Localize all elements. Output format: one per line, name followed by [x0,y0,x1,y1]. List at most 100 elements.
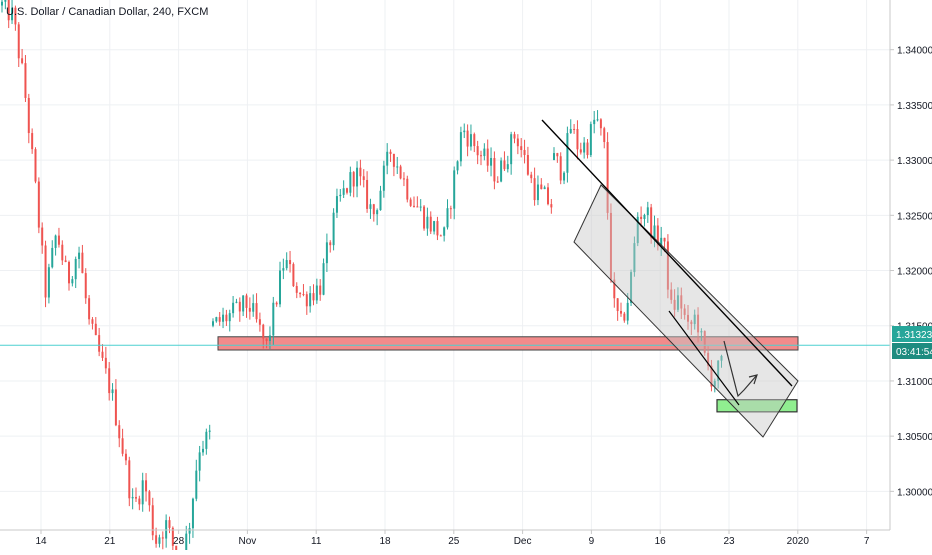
x-tick-label: Nov [239,536,257,547]
candle-body [71,279,74,284]
trend-line-lower[interactable] [668,310,740,406]
candle-body [396,166,399,168]
candle-body [433,221,436,232]
candle-body [34,149,37,182]
candle-body [656,225,659,246]
candle-body [225,314,228,322]
candle-body [349,172,352,193]
candle-body [208,430,211,432]
candle-body [663,237,666,242]
candle-body [569,128,572,134]
candle-body [242,295,245,312]
candle-body [566,133,569,173]
candle-body [466,130,469,147]
candle-body [1,1,3,6]
y-tick-label: 1.32000 [897,267,932,278]
candle-body [128,460,131,499]
time-axis[interactable]: 14 21 28 Nov 11 18 25 Dec 9 16 23 2020 7 [35,530,870,547]
trend-line-upper[interactable] [541,119,793,387]
candle-body [636,216,639,244]
candle-body [292,264,295,287]
y-tick-label: 1.31000 [897,377,932,388]
candle-body [506,164,509,170]
candle-body [676,295,679,310]
candle-body [248,307,251,312]
candle-body [268,335,271,341]
candle-body [640,216,643,220]
candle-body [372,204,375,215]
x-tick-label: 23 [723,536,735,547]
candle-body [295,286,298,293]
candle-body [643,215,646,220]
candle-body [697,314,700,333]
candle-body [148,491,151,506]
candle-body [623,313,626,321]
x-tick-label: 14 [35,536,47,547]
candle-body [439,235,442,237]
candle-body [322,263,325,295]
candle-body [583,142,586,153]
candle-body [14,7,17,25]
candle-body [603,128,606,143]
y-tick-label: 1.33000 [897,156,932,167]
candles [1,0,723,555]
candle-body [459,132,462,162]
candle-body [74,258,77,280]
candle-body [680,295,683,309]
y-tick-label: 1.34000 [897,46,932,57]
candle-body [27,97,30,134]
candle-body [282,268,285,271]
candle-body [690,321,693,325]
candle-body [376,210,379,215]
candle-body [476,146,479,156]
candle-body [205,431,208,449]
candle-body [547,187,549,205]
candle-body [646,207,649,216]
candle-body [141,480,144,505]
resistance-zone[interactable] [217,336,799,351]
candle-body [490,158,493,166]
candle-body [366,179,369,209]
x-tick-label: 21 [104,536,116,547]
candle-body [463,130,466,133]
candle-body [523,150,526,156]
candle-body [429,216,432,232]
candle-body [359,167,362,177]
candle-body [556,153,559,157]
projection-path[interactable] [723,340,758,398]
candle-body [589,124,592,156]
candle-body [54,235,57,248]
candle-body [673,299,676,310]
candle-body [44,245,47,298]
candle-body [540,184,543,190]
candle-body [446,208,449,228]
y-tick-label: 1.30500 [897,432,932,443]
candle-body [533,178,536,201]
candle-body [449,208,452,210]
candle-body [262,324,265,339]
candle-body [500,160,503,182]
candle-body [218,317,221,322]
candle-body [720,355,723,361]
candle-body [158,537,161,544]
candle-body [51,247,54,268]
candle-body [195,470,198,499]
candle-body [215,317,218,322]
candle-body [553,153,555,161]
candle-body [687,314,689,322]
candle-body [315,285,318,301]
candle-body [238,301,241,312]
y-tick-label: 1.32500 [897,211,932,222]
candle-body [272,302,275,336]
candle-body [392,153,395,167]
candle-body [332,212,335,246]
candle-body [325,242,328,264]
candle-body [707,352,710,366]
candle-body [599,119,602,129]
candle-body [683,308,686,315]
candle-body [576,129,579,150]
candle-body [222,314,225,322]
candle-body [151,505,154,536]
trend-channel[interactable] [573,184,799,438]
